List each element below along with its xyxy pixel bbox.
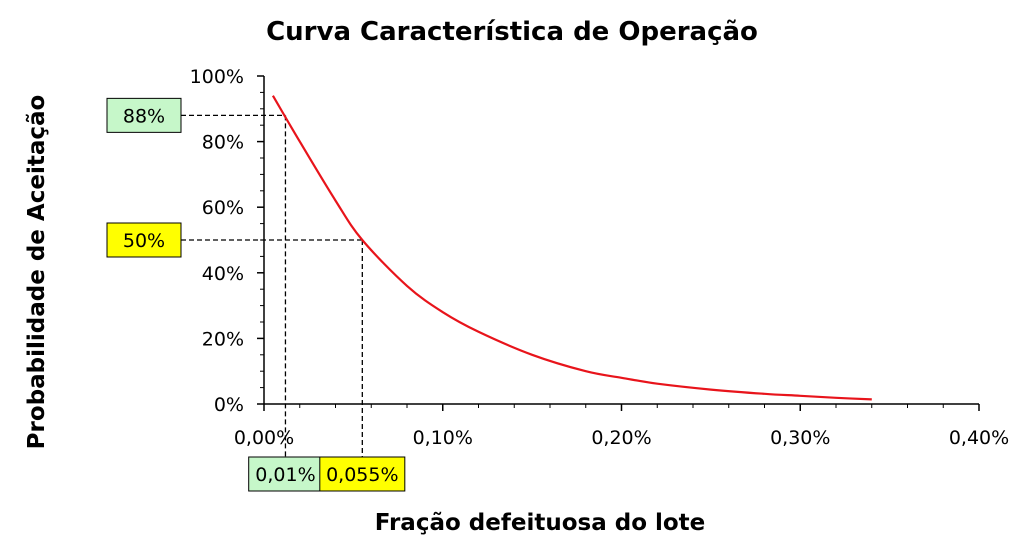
chart-title: Curva Característica de Operação (266, 17, 758, 47)
oc-curve-series-0 (271, 95, 872, 401)
series-layer (271, 95, 872, 401)
y-tick-label: 60% (202, 197, 244, 219)
x-tick-label: 0,00% (234, 427, 294, 449)
callouts: 88% 0,01% 50% 0,055% (106, 97, 406, 492)
x-tick-label: 0,30% (770, 427, 830, 449)
y-axis-title: Probabilidade de Aceitação (24, 95, 50, 450)
x-callout-label: 0,01% (255, 464, 315, 486)
x-tick-label: 0,40% (949, 427, 1009, 449)
y-callout-label: 88% (123, 105, 165, 127)
y-callout-box (106, 222, 182, 258)
x-tick-label: 0,20% (591, 427, 651, 449)
reference-lines (181, 114, 363, 457)
y-tick-label: 0% (214, 394, 244, 416)
y-callout-box (106, 97, 182, 133)
y-tick-label: 40% (202, 263, 244, 285)
y-callout-label: 50% (123, 230, 165, 252)
axes: 0% 20% 40% 60% 80% 100% 0,00% 0,10% 0,20% 0,30% 0,… (190, 66, 1010, 449)
y-tick-label: 20% (202, 328, 244, 350)
x-callout-box (319, 456, 406, 492)
x-callout-label: 0,055% (326, 464, 398, 486)
x-axis-title: Fração defeituosa do lote (375, 510, 706, 536)
x-tick-label: 0,10% (413, 427, 473, 449)
y-tick-label: 80% (202, 132, 244, 154)
y-tick-label: 100% (190, 66, 244, 88)
